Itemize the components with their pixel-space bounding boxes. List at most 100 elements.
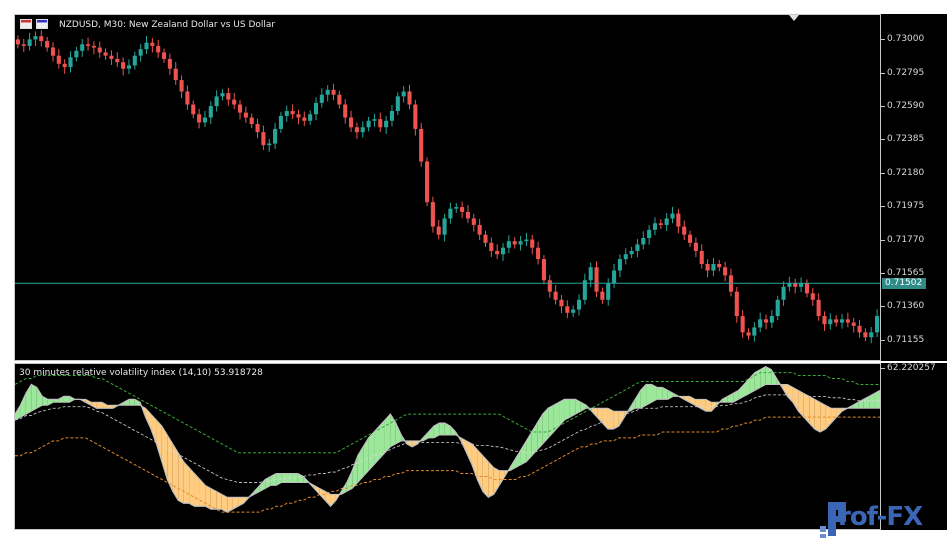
indicator-pane[interactable]: 30 minutes relative volatility index (14… xyxy=(14,363,881,530)
rvi-lower-fill xyxy=(695,399,701,409)
candle-body xyxy=(191,104,196,115)
candle-body xyxy=(723,267,728,276)
candle-body xyxy=(401,91,406,97)
rvi-lower-fill xyxy=(798,390,804,418)
candle-body xyxy=(769,316,774,323)
symbol-flag-icon xyxy=(36,19,48,29)
candle-body xyxy=(647,229,652,238)
rvi-lower-fill xyxy=(700,399,706,412)
rvi-upper-fill xyxy=(444,423,451,435)
rvi-upper-fill xyxy=(53,399,59,403)
candle-body xyxy=(296,114,301,118)
rvi-upper-fill xyxy=(379,420,385,459)
candle-body xyxy=(413,104,418,129)
price-axis[interactable]: 0.73000 0.72795 0.72590 0.72385 0.72180 0.719… xyxy=(881,14,947,361)
rvi-lower-fill xyxy=(145,408,152,430)
candle-body xyxy=(512,241,517,245)
rvi-lower-fill xyxy=(504,467,511,477)
rvi-upper-fill xyxy=(15,405,21,421)
price-axis-tick xyxy=(881,106,885,108)
rvi-upper-fill xyxy=(531,423,538,456)
rvi-upper-fill xyxy=(542,408,549,444)
candle-body xyxy=(536,247,541,260)
rvi-lower-fill xyxy=(227,497,233,513)
candle-body xyxy=(495,250,500,255)
candle-body xyxy=(267,143,272,146)
candle-body xyxy=(460,207,465,212)
candle-body xyxy=(851,322,856,326)
candle-body xyxy=(349,117,354,128)
price-axis-label: 0.72590 xyxy=(887,101,925,112)
candle-body xyxy=(506,241,511,248)
candle-body xyxy=(617,259,622,271)
shift-marker-icon[interactable] xyxy=(789,15,799,21)
rvi-lower-fill xyxy=(689,396,696,406)
candle-body xyxy=(606,283,611,300)
rvi-lower-fill xyxy=(330,494,336,507)
candle-body xyxy=(290,111,295,115)
rvi-lower-fill xyxy=(803,393,810,424)
candle-body xyxy=(103,52,108,56)
candle-body xyxy=(161,52,167,59)
price-axis-tick xyxy=(881,339,885,341)
candle-body xyxy=(50,47,56,56)
price-axis-tick xyxy=(881,72,885,74)
rvi-upper-fill xyxy=(259,479,266,492)
candle-body xyxy=(208,106,213,118)
price-axis-tick xyxy=(881,306,885,308)
rvi-line xyxy=(15,365,880,513)
rvi-lower-fill xyxy=(96,402,103,409)
candle-body xyxy=(395,96,400,112)
candle-body xyxy=(360,127,365,133)
rvi-upper-fill xyxy=(129,399,135,406)
lower-band-line xyxy=(15,416,880,513)
candle-body xyxy=(746,332,751,336)
candle-body xyxy=(343,104,348,118)
rvi-lower-fill xyxy=(705,399,712,412)
candle-body xyxy=(465,211,471,219)
rvi-lower-fill xyxy=(831,408,837,424)
rvi-lower-fill xyxy=(792,387,799,412)
candle-body xyxy=(424,161,430,203)
candle-body xyxy=(623,254,628,260)
indicator-axis[interactable]: 62.220257 xyxy=(881,363,947,530)
rvi-upper-fill xyxy=(47,399,54,406)
candle-body xyxy=(384,120,389,128)
candle-body xyxy=(600,291,605,300)
candle-body xyxy=(682,226,687,235)
rvi-lower-fill xyxy=(787,384,793,403)
middle-band-line xyxy=(15,394,880,483)
candle-body xyxy=(530,239,535,248)
rvi-lower-fill xyxy=(809,396,815,430)
rvi-lower-fill xyxy=(210,488,217,510)
candle-body xyxy=(869,332,874,338)
price-axis-label: 0.71155 xyxy=(887,334,925,345)
logo-mark-icon xyxy=(820,502,846,538)
rvi-upper-fill xyxy=(580,402,587,412)
candle-body xyxy=(278,115,283,129)
rvi-upper-fill xyxy=(858,399,864,409)
candle-body xyxy=(828,319,833,325)
candle-body xyxy=(652,223,658,230)
rvi-upper-fill xyxy=(646,384,652,406)
rvi-upper-fill xyxy=(662,387,668,400)
price-axis-tick xyxy=(881,172,885,174)
rvi-upper-fill xyxy=(765,366,772,385)
price-axis-label: 0.71360 xyxy=(887,301,925,312)
candle-body xyxy=(588,267,593,281)
rvi-upper-fill xyxy=(58,396,64,403)
candle-body xyxy=(612,270,617,284)
rvi-upper-fill xyxy=(515,449,521,468)
rvi-upper-fill xyxy=(640,384,647,409)
candle-body xyxy=(734,291,739,317)
candle-body xyxy=(629,250,634,255)
candle-body xyxy=(220,93,225,97)
rvi-lower-fill xyxy=(156,420,162,462)
candle-body xyxy=(471,218,476,225)
candle-body xyxy=(202,117,207,123)
candle-body xyxy=(144,42,149,50)
price-chart-pane[interactable]: NZDUSD, M30: New Zealand Dollar vs US Do… xyxy=(14,14,881,361)
candle-body xyxy=(559,299,564,307)
rvi-upper-fill xyxy=(569,399,576,418)
